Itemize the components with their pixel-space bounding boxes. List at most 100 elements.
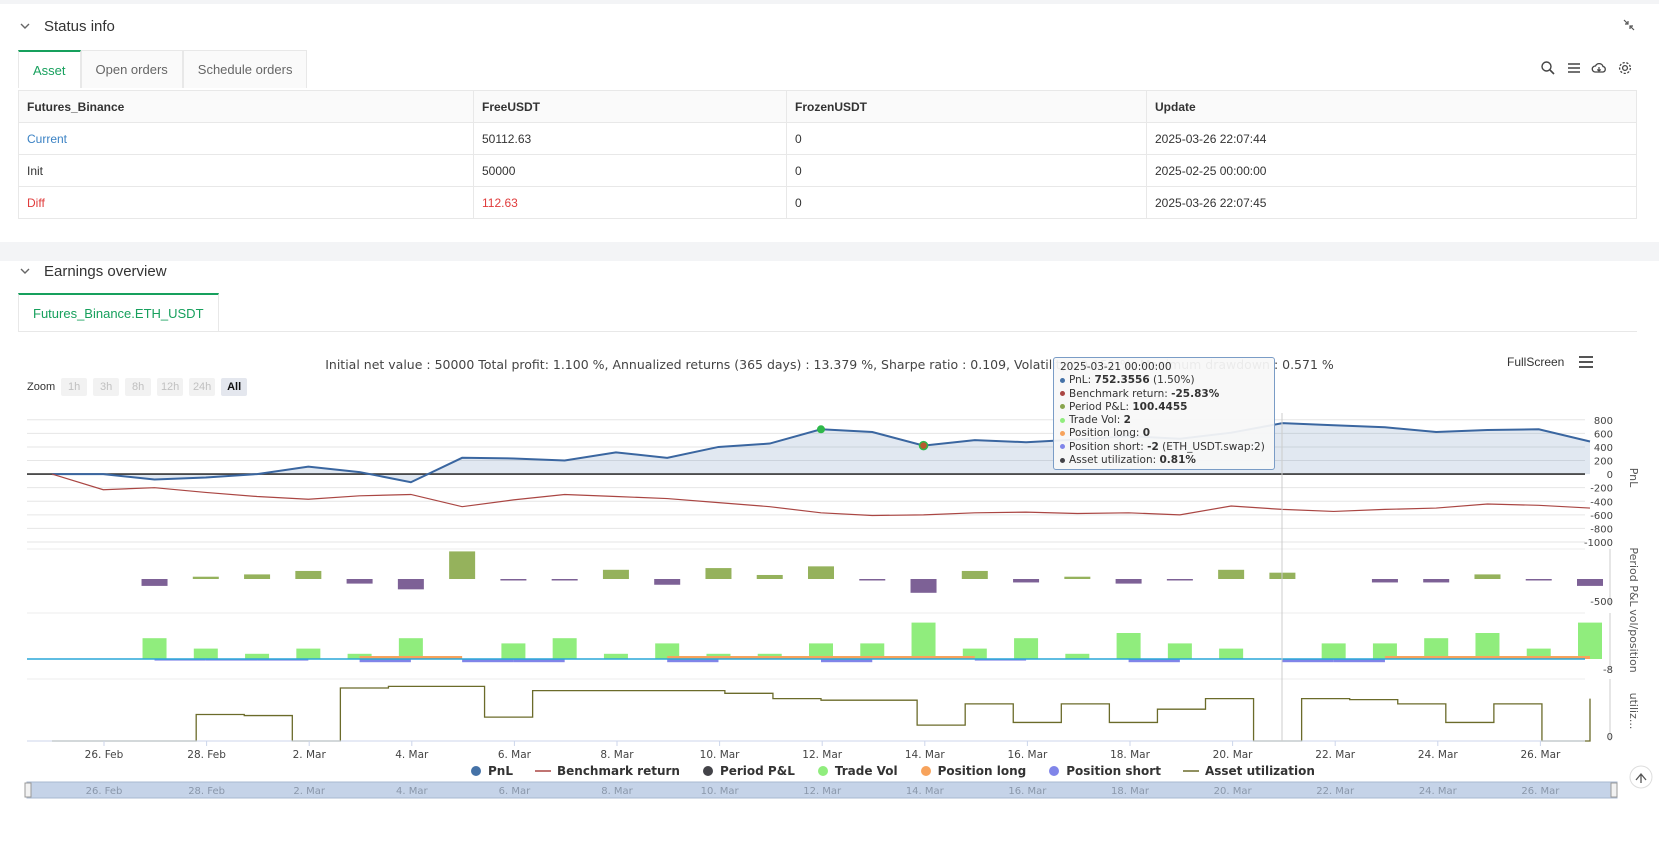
legend-label: Asset utilization (1204, 764, 1315, 778)
legend-label: PnL (488, 764, 513, 778)
position-long-bar (769, 656, 821, 659)
zoom-controls: Zoom 1h 3h 8h 12h 24h All (27, 378, 248, 396)
gear-icon[interactable] (1617, 60, 1633, 76)
x-tick-label: 28. Feb (187, 749, 226, 761)
chevron-down-icon[interactable] (18, 19, 32, 33)
zoom-all-button[interactable]: All (221, 378, 248, 396)
legend-label: Position short (1066, 764, 1161, 778)
cell-update: 2025-02-25 00:00:00 (1146, 154, 1637, 187)
tooltip-value: 2 (1123, 414, 1131, 427)
earnings-chart[interactable]: 8006004002000-200-400-600-800-1000PnL-50… (0, 261, 1659, 843)
position-long-bar (1538, 656, 1590, 659)
legend-dot-icon (1060, 430, 1065, 436)
trade-vol-bar (1578, 622, 1602, 659)
period-pnl-bar (551, 579, 578, 581)
x-tick-label: 26. Mar (1520, 749, 1561, 761)
position-short-bar (359, 659, 411, 663)
cell-frozen: 0 (786, 154, 1147, 187)
trade-vol-bar (1475, 633, 1500, 659)
tab-asset[interactable]: Asset (18, 50, 81, 88)
tooltip-line: Trade Vol: 2 (1060, 414, 1268, 427)
period-pnl-bar (141, 579, 168, 586)
trade-vol-bar (1065, 653, 1090, 659)
position-short-bar (205, 659, 258, 661)
tooltip-line: PnL: 752.3556 (1.50%) (1060, 374, 1268, 387)
status-info-header[interactable]: Status info (18, 16, 115, 36)
legend-item[interactable]: Position long (920, 764, 1026, 778)
vol-tick-label: -8 (1603, 665, 1613, 676)
period-pnl-bar (449, 551, 476, 579)
tooltip-line: Asset utilization: 0.81% (1060, 454, 1268, 467)
tab-schedule-orders[interactable]: Schedule orders (182, 50, 308, 88)
trade-vol-bar (1116, 633, 1141, 659)
zoom-24h-button[interactable]: 24h (189, 378, 216, 396)
panel-title: Status info (44, 17, 115, 35)
position-short-bar (257, 659, 309, 661)
legend-item[interactable]: Asset utilization (1182, 764, 1315, 778)
cloud-download-icon[interactable] (1591, 60, 1607, 76)
navigator-mask (27, 782, 1617, 798)
tooltip-line: Position short: -2 (ETH_USDT.swap:2) (1060, 441, 1268, 454)
tooltip-suffix: (ETH_USDT.swap:2) (1158, 440, 1265, 453)
search-icon[interactable] (1540, 60, 1556, 76)
tab-divider (18, 331, 1637, 332)
zoom-label: Zoom (27, 381, 56, 393)
legend-item[interactable]: Trade Vol (817, 764, 898, 778)
legend-label: Period P&L (719, 764, 795, 778)
position-long-bar (1436, 656, 1488, 659)
tooltip-line: Benchmark return: -25.83% (1060, 388, 1268, 401)
tab-open-orders[interactable]: Open orders (80, 50, 183, 88)
legend-label: Benchmark return (556, 764, 680, 778)
trade-vol-bar (398, 638, 423, 659)
position-long-bar (923, 656, 975, 659)
zoom-1h-button[interactable]: 1h (61, 378, 88, 396)
navigator-label: 2. Mar (293, 786, 325, 797)
navigator-label: 8. Mar (601, 786, 633, 797)
fullscreen-control[interactable]: FullScreen (1507, 355, 1594, 369)
legend-item[interactable]: PnL (470, 764, 513, 778)
x-tick-label: 14. Mar (905, 749, 946, 761)
legend-item[interactable]: Period P&L (702, 764, 795, 778)
tab-futures-binance-eth-usdt[interactable]: Futures_Binance.ETH_USDT (18, 293, 219, 331)
pnl-tick-label: 0 (1607, 470, 1613, 481)
tooltip-value: 0.81% (1159, 454, 1196, 467)
trade-vol-bar (809, 643, 833, 659)
x-tick-label: 24. Mar (1418, 749, 1459, 761)
trade-vol-bar (860, 643, 885, 659)
period-pnl-bar (654, 579, 681, 585)
navigator-label: 16. Mar (1008, 786, 1047, 797)
table-header-row: Futures_Binance FreeUSDT FrozenUSDT Upda… (18, 90, 1637, 123)
fullscreen-button[interactable]: FullScreen (1507, 355, 1565, 369)
earnings-header[interactable]: Earnings overview (18, 261, 167, 281)
chevron-down-icon[interactable] (18, 264, 32, 278)
row-label-diff: Diff (18, 186, 474, 219)
row-label-current[interactable]: Current (18, 122, 474, 155)
zoom-12h-button[interactable]: 12h (157, 378, 184, 396)
x-tick-label: 4. Mar (395, 749, 429, 761)
trade-vol-bar (1014, 638, 1039, 659)
menu-icon[interactable] (1578, 355, 1594, 369)
legend-dot-icon (1049, 766, 1060, 776)
zoom-3h-button[interactable]: 3h (93, 378, 120, 396)
list-icon[interactable] (1566, 60, 1582, 76)
legend-item[interactable]: Position short (1048, 764, 1161, 778)
tooltip-line: Position long: 0 (1060, 427, 1268, 440)
tooltip-value: 100.4455 (1132, 400, 1188, 413)
position-long-bar (667, 656, 719, 659)
zoom-8h-button[interactable]: 8h (125, 378, 152, 396)
cell-update: 2025-03-26 22:07:45 (1146, 186, 1637, 219)
pnl-tick-label: 800 (1594, 416, 1613, 427)
collapse-icon[interactable] (1622, 18, 1636, 32)
tooltip-value: -2 (1147, 440, 1159, 453)
legend-item[interactable]: Benchmark return (534, 764, 680, 778)
tooltip-lines: PnL: 752.3556 (1.50%) Benchmark return: -… (1060, 374, 1268, 467)
tooltip-label: Position short: (1069, 440, 1148, 453)
period-pnl-bar (1013, 579, 1040, 583)
earnings-overview-panel: Earnings overview Futures_Binance.ETH_US… (0, 261, 1659, 843)
chart-summary: Initial net value : 50000 Total profit: … (325, 357, 1334, 372)
util-axis-label: utiliz... (1627, 693, 1640, 730)
navigator-label: 28. Feb (188, 786, 225, 797)
column-header: Futures_Binance (18, 90, 474, 123)
pnl-tick-label: 600 (1594, 429, 1613, 440)
period-pnl-bar (1218, 569, 1245, 579)
